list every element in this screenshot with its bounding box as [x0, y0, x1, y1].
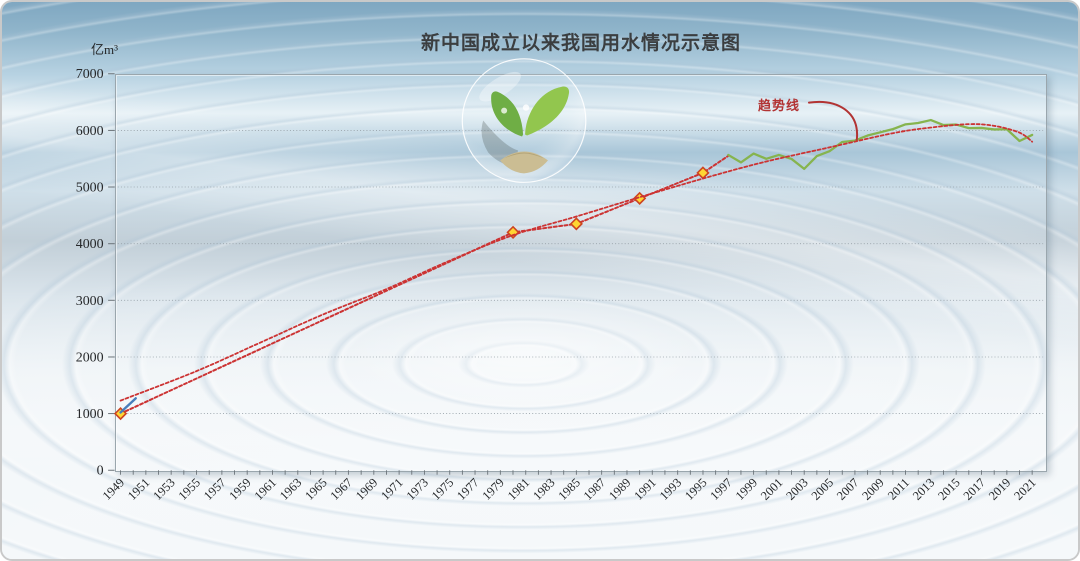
y-tick-label: 2000	[76, 350, 104, 365]
diamond-marker	[569, 217, 583, 231]
series-2	[119, 123, 1034, 402]
diamond-marker	[506, 225, 520, 239]
bubble-highlight	[479, 71, 521, 102]
series-1	[727, 118, 1034, 171]
plot-area	[115, 74, 1047, 472]
y-tick-label: 4000	[76, 237, 104, 252]
water-droplet	[501, 107, 508, 114]
start-blue-tick	[119, 397, 137, 414]
right-leaf	[525, 86, 570, 136]
y-tick-label: 3000	[76, 294, 104, 309]
bubble-sprout-image	[461, 58, 587, 183]
bubble-shadow	[481, 120, 519, 167]
trend-line-label: 趋势线	[758, 98, 801, 113]
y-tick-label: 6000	[76, 124, 104, 139]
trend-label-arrow	[807, 100, 858, 141]
soil-mound	[500, 151, 548, 174]
y-tick-label: 5000	[76, 180, 104, 195]
soil-shade	[504, 152, 544, 159]
bubble-dot-highlight	[522, 104, 530, 111]
y-tick-label: 7000	[76, 67, 104, 82]
series-0	[119, 154, 730, 415]
y-tick-label: 1000	[76, 407, 104, 422]
y-axis-unit-label: 亿m³	[90, 42, 118, 57]
chart-title: 新中国成立以来我国用水情况示意图	[420, 33, 741, 54]
y-tick-label: 0	[97, 464, 104, 479]
left-leaf	[491, 91, 524, 137]
